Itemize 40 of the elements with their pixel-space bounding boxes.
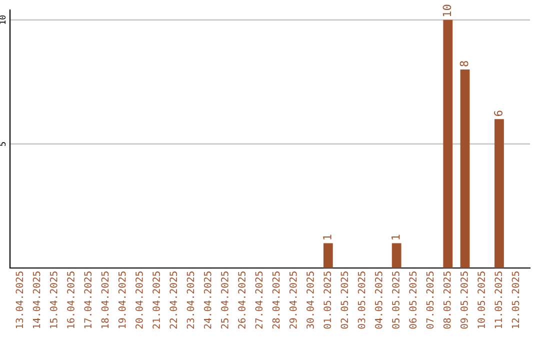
x-tick-label: 28.04.2025	[272, 272, 280, 329]
x-tick-label: 11.05.2025	[494, 272, 502, 328]
data-label: 10	[442, 4, 452, 16]
bar	[392, 243, 402, 268]
x-tick-label: 04.05.2025	[374, 272, 382, 329]
bar	[323, 243, 333, 268]
data-label: 8	[460, 61, 468, 66]
x-tick-label: 19.04.2025	[118, 272, 126, 328]
bar	[460, 70, 470, 268]
data-label: 1	[323, 234, 332, 240]
x-tick-label: 06.05.2025	[409, 272, 417, 329]
x-tick-label: 13.04.2025	[16, 272, 24, 328]
x-tick-label: 02.05.2025	[340, 272, 348, 329]
x-tick-label: 27.04.2025	[255, 272, 263, 329]
x-tick-label: 16.04.2025	[67, 272, 74, 328]
x-tick-label: 05.05.2025	[392, 272, 400, 329]
bar	[494, 119, 504, 268]
x-tick-label: 25.04.2025	[221, 272, 228, 329]
data-label: 1	[392, 234, 400, 240]
x-tick-label: 26.04.2025	[238, 272, 246, 329]
x-tick-label: 30.04.2025	[306, 272, 314, 329]
x-tick-label: 20.04.2025	[135, 272, 143, 329]
data-label: 6	[494, 110, 502, 116]
x-tick-label: 18.04.2025	[101, 272, 109, 328]
x-tick-label: 14.04.2025	[32, 272, 40, 328]
x-tick-label: 22.04.2025	[170, 272, 178, 329]
x-tick-label: 29.04.2025	[289, 272, 297, 329]
x-tick-label: 03.05.2025	[358, 272, 366, 329]
x-tick-label: 24.04.2025	[204, 272, 212, 329]
x-tick-label: 12.05.2025	[512, 272, 520, 328]
x-tick-label: 10.05.2025	[478, 272, 485, 328]
x-tick-label: 15.04.2025	[50, 272, 58, 328]
x-tick-label: 21.04.2025	[152, 272, 160, 329]
x-tick-label: 17.04.2025	[84, 272, 92, 328]
x-tick-label: 07.05.2025	[426, 272, 434, 329]
x-tick-label: 01.05.2025	[324, 272, 332, 329]
x-tick-label: 08.05.2025	[443, 272, 451, 329]
x-tick-label: 09.05.2025	[460, 272, 468, 329]
x-tick-label: 23.04.2025	[186, 272, 194, 329]
bar	[443, 20, 453, 268]
